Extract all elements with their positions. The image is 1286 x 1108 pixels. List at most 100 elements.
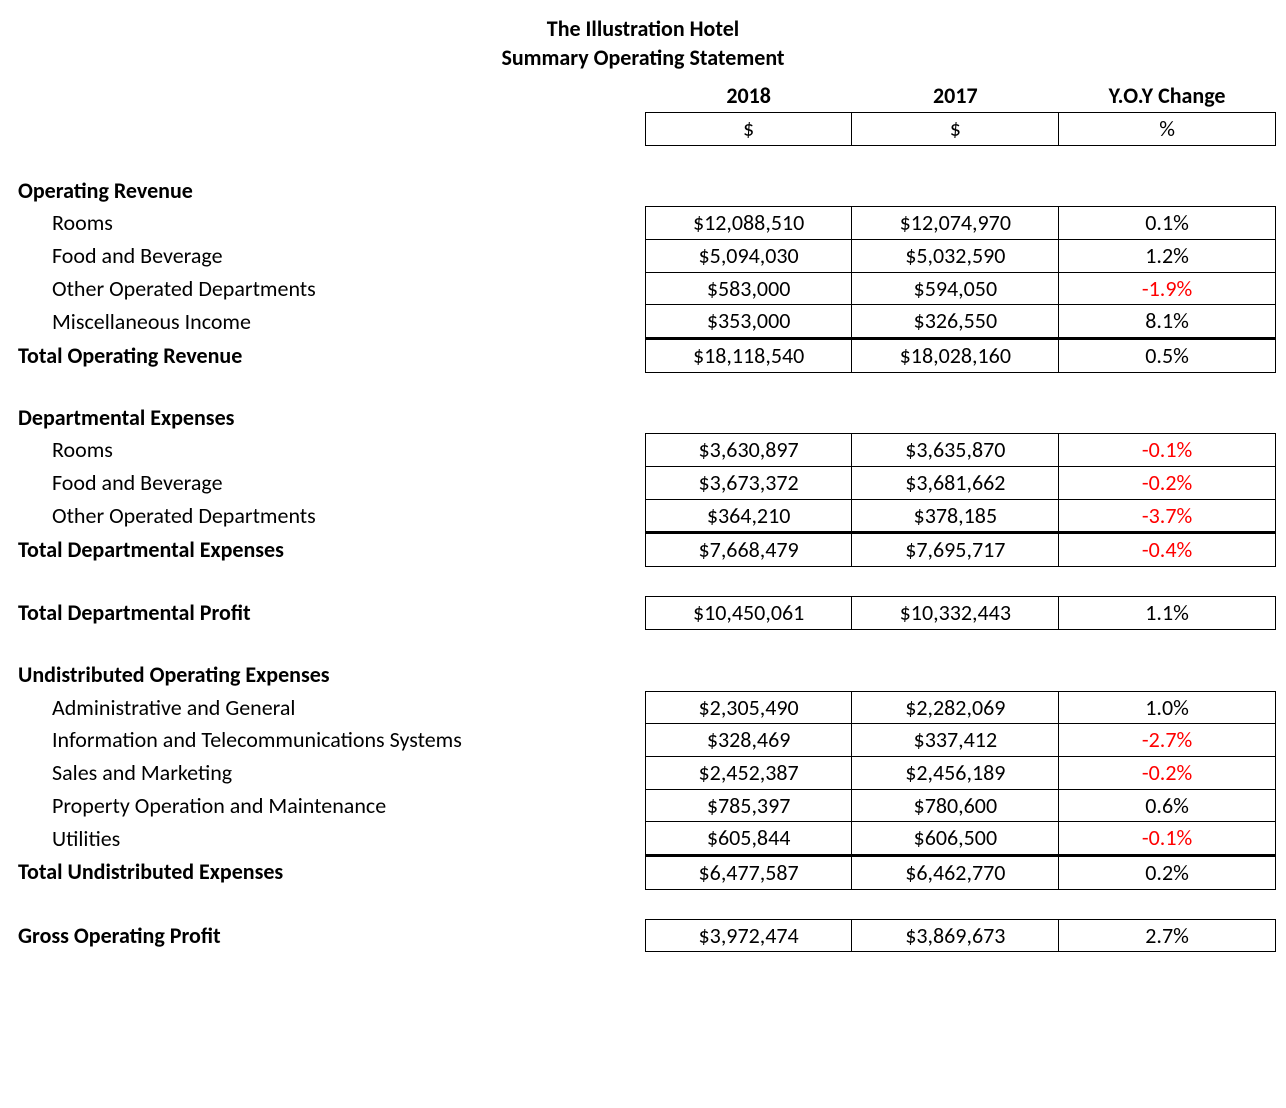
- line-item-row: Rooms$3,630,897$3,635,870-0.1%: [10, 434, 1276, 467]
- total-row: Total Departmental Profit$10,450,061$10,…: [10, 597, 1276, 630]
- row-label: Property Operation and Maintenance: [10, 789, 645, 822]
- value-year1: $12,088,510: [645, 207, 852, 240]
- row-label: Utilities: [10, 822, 645, 856]
- spacer-row: [10, 372, 1276, 402]
- row-label: Administrative and General: [10, 691, 645, 724]
- row-label: Other Operated Departments: [10, 499, 645, 533]
- blank-cell: [10, 80, 645, 112]
- value-yoy: -0.2%: [1059, 756, 1276, 789]
- value-year1: $2,452,387: [645, 756, 852, 789]
- value-year1: $10,450,061: [645, 597, 852, 630]
- row-label: Other Operated Departments: [10, 272, 645, 305]
- line-item-row: Information and Telecommunications Syste…: [10, 724, 1276, 757]
- value-year2: $10,332,443: [852, 597, 1059, 630]
- value-year1: $5,094,030: [645, 239, 852, 272]
- blank-cell: [645, 402, 852, 434]
- section-header: Operating Revenue: [10, 175, 1276, 207]
- line-item-row: Miscellaneous Income$353,000$326,5508.1%: [10, 305, 1276, 339]
- value-year1: $785,397: [645, 789, 852, 822]
- line-item-row: Property Operation and Maintenance$785,3…: [10, 789, 1276, 822]
- value-year2: $3,869,673: [852, 919, 1059, 952]
- section-header-label: Undistributed Operating Expenses: [10, 659, 645, 691]
- row-label: Food and Beverage: [10, 239, 645, 272]
- row-label: Total Undistributed Expenses: [10, 855, 645, 889]
- value-year2: $378,185: [852, 499, 1059, 533]
- total-row: Total Operating Revenue$18,118,540$18,02…: [10, 339, 1276, 373]
- value-year2: $2,282,069: [852, 691, 1059, 724]
- value-year1: $353,000: [645, 305, 852, 339]
- value-yoy: -0.1%: [1059, 434, 1276, 467]
- row-label: Sales and Marketing: [10, 756, 645, 789]
- row-label: Rooms: [10, 434, 645, 467]
- blank-cell: [1059, 175, 1276, 207]
- title-line-2: Summary Operating Statement: [10, 44, 1276, 73]
- value-yoy: -2.7%: [1059, 724, 1276, 757]
- value-year1: $2,305,490: [645, 691, 852, 724]
- value-year2: $5,032,590: [852, 239, 1059, 272]
- value-year2: $18,028,160: [852, 339, 1059, 373]
- blank-cell: [852, 659, 1059, 691]
- section-header: Undistributed Operating Expenses: [10, 659, 1276, 691]
- line-item-row: Sales and Marketing$2,452,387$2,456,189-…: [10, 756, 1276, 789]
- header-unit3: %: [1059, 112, 1276, 145]
- header-unit1: $: [645, 112, 852, 145]
- value-yoy: 1.2%: [1059, 239, 1276, 272]
- value-yoy: -0.4%: [1059, 533, 1276, 567]
- blank-cell: [645, 175, 852, 207]
- value-yoy: 1.0%: [1059, 691, 1276, 724]
- line-item-row: Other Operated Departments$583,000$594,0…: [10, 272, 1276, 305]
- blank-cell: [1059, 402, 1276, 434]
- row-label: Rooms: [10, 207, 645, 240]
- line-item-row: Rooms$12,088,510$12,074,9700.1%: [10, 207, 1276, 240]
- value-year2: $337,412: [852, 724, 1059, 757]
- header-unit2: $: [852, 112, 1059, 145]
- value-year2: $2,456,189: [852, 756, 1059, 789]
- value-yoy: 0.2%: [1059, 855, 1276, 889]
- header-year2: 2017: [852, 80, 1059, 112]
- row-label: Total Operating Revenue: [10, 339, 645, 373]
- total-row: Total Undistributed Expenses$6,477,587$6…: [10, 855, 1276, 889]
- spacer-row: [10, 567, 1276, 597]
- section-header-label: Operating Revenue: [10, 175, 645, 207]
- title-line-1: The Illustration Hotel: [10, 15, 1276, 44]
- header-row-years: 20182017Y.O.Y Change: [10, 80, 1276, 112]
- row-label: Information and Telecommunications Syste…: [10, 724, 645, 757]
- blank-cell: [852, 175, 1059, 207]
- value-yoy: 1.1%: [1059, 597, 1276, 630]
- spacer-row: [10, 145, 1276, 175]
- blank-cell: [1059, 659, 1276, 691]
- row-label: Total Departmental Profit: [10, 597, 645, 630]
- value-year1: $3,673,372: [645, 467, 852, 500]
- section-header: Departmental Expenses: [10, 402, 1276, 434]
- value-year2: $3,681,662: [852, 467, 1059, 500]
- value-yoy: 8.1%: [1059, 305, 1276, 339]
- value-year2: $594,050: [852, 272, 1059, 305]
- value-yoy: 0.6%: [1059, 789, 1276, 822]
- value-yoy: 0.1%: [1059, 207, 1276, 240]
- row-label: Gross Operating Profit: [10, 919, 645, 952]
- header-yoy: Y.O.Y Change: [1059, 80, 1276, 112]
- row-label: Total Departmental Expenses: [10, 533, 645, 567]
- operating-statement-table: 20182017Y.O.Y Change$$% Operating Revenue…: [10, 80, 1276, 952]
- line-item-row: Food and Beverage$5,094,030$5,032,5901.2…: [10, 239, 1276, 272]
- value-yoy: -0.2%: [1059, 467, 1276, 500]
- value-year1: $605,844: [645, 822, 852, 856]
- section-header-label: Departmental Expenses: [10, 402, 645, 434]
- value-yoy: 2.7%: [1059, 919, 1276, 952]
- line-item-row: Food and Beverage$3,673,372$3,681,662-0.…: [10, 467, 1276, 500]
- value-year2: $6,462,770: [852, 855, 1059, 889]
- value-yoy: -1.9%: [1059, 272, 1276, 305]
- value-year1: $3,972,474: [645, 919, 852, 952]
- value-year2: $7,695,717: [852, 533, 1059, 567]
- document-title: The Illustration Hotel Summary Operating…: [10, 15, 1276, 72]
- value-yoy: -3.7%: [1059, 499, 1276, 533]
- blank-cell: [645, 659, 852, 691]
- value-year2: $12,074,970: [852, 207, 1059, 240]
- blank-cell: [10, 112, 645, 145]
- header-row-units: $$%: [10, 112, 1276, 145]
- total-row: Total Departmental Expenses$7,668,479$7,…: [10, 533, 1276, 567]
- spacer-row: [10, 889, 1276, 919]
- value-yoy: 0.5%: [1059, 339, 1276, 373]
- value-year1: $7,668,479: [645, 533, 852, 567]
- spacer-row: [10, 629, 1276, 659]
